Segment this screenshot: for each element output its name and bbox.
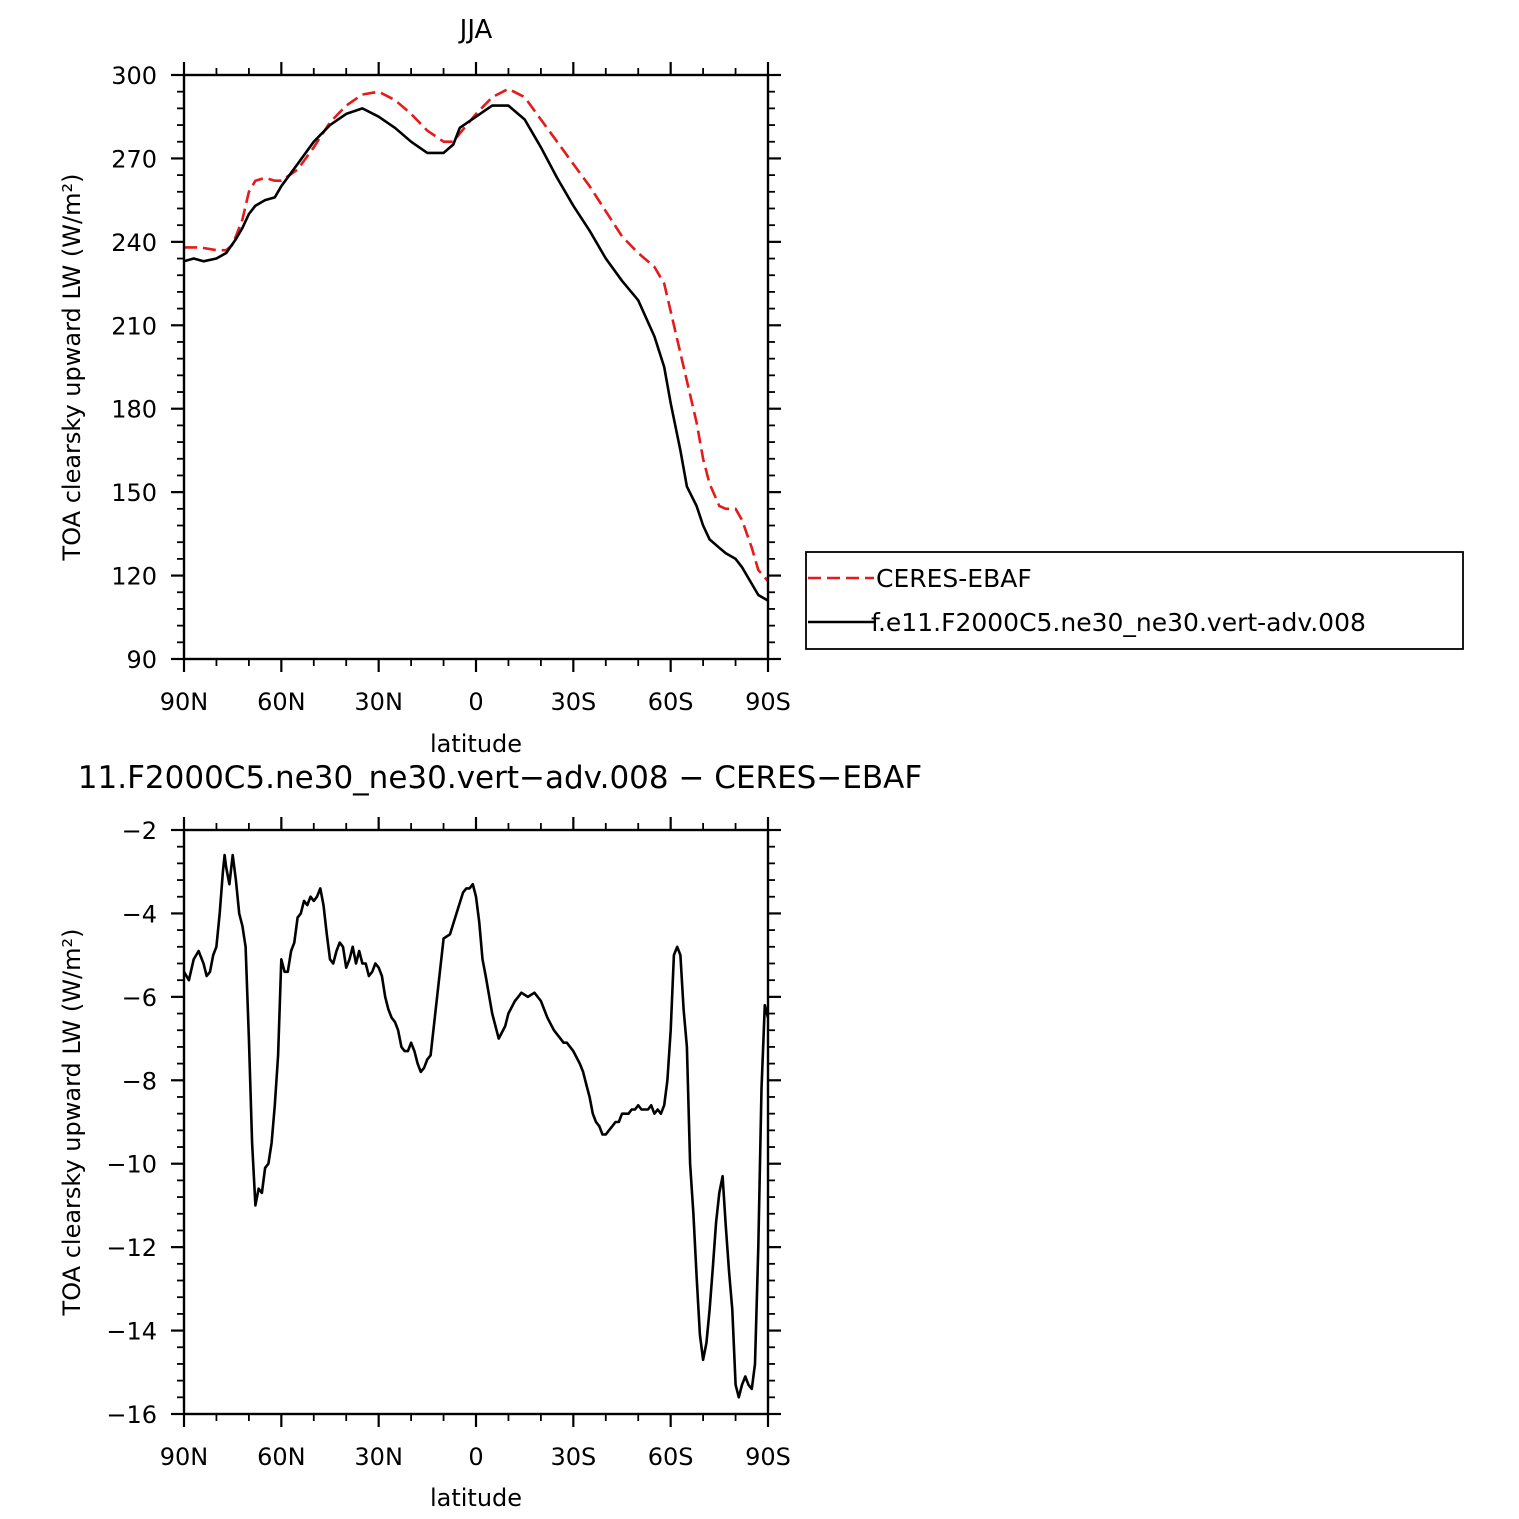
x-tick-label: 0 <box>468 1443 483 1471</box>
x-tick-label: 60S <box>648 688 694 716</box>
legend-model-label: f.e11.F2000C5.ne30_ne30.vert-adv.008 <box>871 608 1366 637</box>
bottom-panel-axes: 90N 60N 30N 0 30S 60S 90S −16 −14 −12 −10 −8 −6 −4 −2 <box>106 817 791 1471</box>
x-tick-label: 90N <box>160 688 209 716</box>
series-difference-line <box>182 853 770 1399</box>
y-tick-label: −16 <box>106 1401 157 1429</box>
bottom-panel-title: 11.F2000C5.ne30_ne30.vert−adv.008 − CERE… <box>78 760 922 796</box>
x-tick-label: 90S <box>745 1443 791 1471</box>
x-tick-label: 90N <box>160 1443 209 1471</box>
y-tick-label: −4 <box>122 900 157 928</box>
top-panel-frame <box>182 73 770 661</box>
x-tick-label: 60N <box>257 688 306 716</box>
legend-box <box>805 551 1464 650</box>
y-tick-label: 270 <box>111 145 157 173</box>
top-panel-xlabel: latitude <box>430 730 522 758</box>
x-tick-label: 30N <box>354 1443 403 1471</box>
x-tick-label: 60N <box>257 1443 306 1471</box>
x-tick-label: 30S <box>550 688 596 716</box>
bottom-panel-ylabel: TOA clearsky upward LW (W/m²) <box>58 929 86 1317</box>
y-tick-label: 300 <box>111 62 157 90</box>
series-model-line <box>183 104 769 602</box>
y-tick-label: −6 <box>122 984 157 1012</box>
y-tick-label: 210 <box>111 312 157 340</box>
x-tick-label: 0 <box>468 688 483 716</box>
top-panel: JJA 90N 60N 30N 0 30S 60S 90S 90 120 150 180 210 240… <box>58 15 1464 758</box>
x-tick-label: 30S <box>550 1443 596 1471</box>
y-tick-label: 90 <box>126 646 157 674</box>
top-panel-title: JJA <box>458 15 493 45</box>
y-tick-label: 180 <box>111 396 157 424</box>
top-panel-axes: 90N 60N 30N 0 30S 60S 90S 90 120 150 180 210 240 270 3… <box>111 62 791 716</box>
y-tick-label: 240 <box>111 229 157 257</box>
y-tick-label: 150 <box>111 479 157 507</box>
y-tick-label: −8 <box>122 1067 157 1095</box>
bottom-panel: 11.F2000C5.ne30_ne30.vert−adv.008 − CERE… <box>58 760 922 1512</box>
y-tick-label: −2 <box>122 817 157 845</box>
y-tick-label: −12 <box>106 1234 157 1262</box>
y-tick-label: −14 <box>106 1318 157 1346</box>
bottom-panel-xlabel: latitude <box>430 1484 522 1512</box>
x-tick-label: 90S <box>745 688 791 716</box>
top-panel-ylabel: TOA clearsky upward LW (W/m²) <box>58 174 86 562</box>
x-tick-label: 60S <box>648 1443 694 1471</box>
legend: CERES-EBAF f.e11.F2000C5.ne30_ne30.vert-… <box>805 551 1464 650</box>
y-tick-label: −10 <box>106 1151 157 1179</box>
legend-ceres-ebaf-label: CERES-EBAF <box>876 564 1032 593</box>
y-tick-label: 120 <box>111 563 157 591</box>
series-ceres-ebaf-line <box>184 87 769 582</box>
x-tick-label: 30N <box>354 688 403 716</box>
bottom-panel-frame <box>182 828 770 1416</box>
